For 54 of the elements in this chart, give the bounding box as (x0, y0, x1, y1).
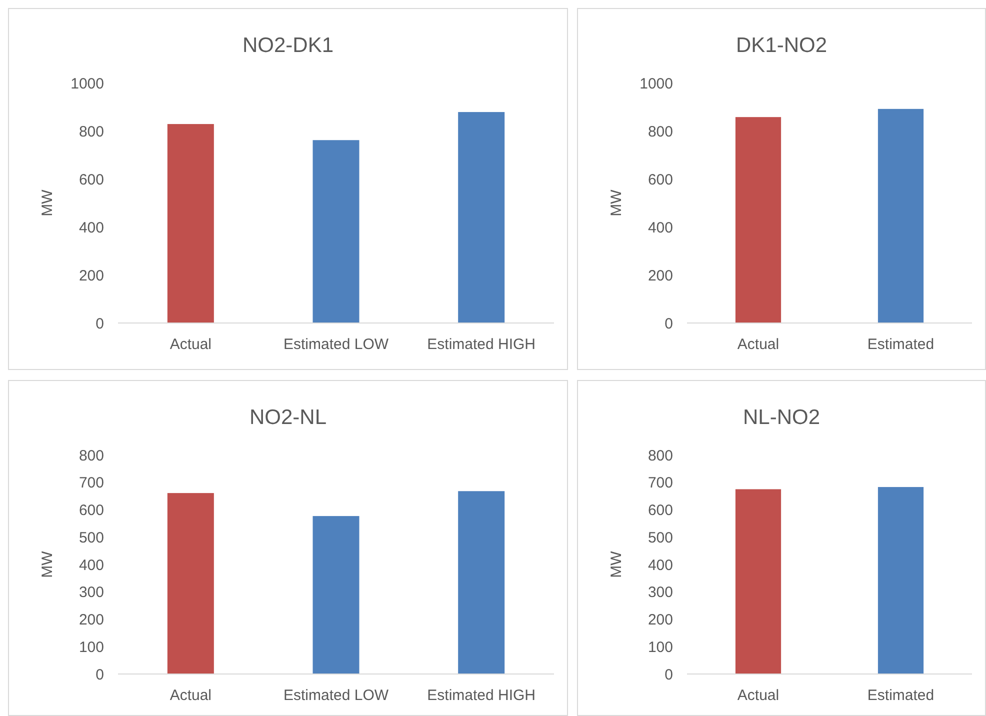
y-tick-label: 1000 (640, 75, 673, 92)
y-tick-label: 700 (78, 474, 104, 492)
x-tick-label: Estimated (867, 687, 934, 704)
y-tick-label: 400 (648, 556, 673, 574)
chart-title: NO2-NL (249, 406, 327, 429)
y-tick-label: 800 (648, 123, 673, 140)
x-tick-label: Estimated LOW (283, 336, 390, 353)
y-tick-label: 700 (648, 474, 673, 492)
y-tick-label: 800 (78, 123, 104, 140)
y-tick-label: 200 (78, 267, 104, 284)
x-tick-label: Actual (170, 336, 212, 353)
y-tick-label: 800 (648, 447, 673, 464)
x-tick-label: Actual (170, 687, 212, 704)
bar (312, 140, 360, 323)
x-tick-label: Estimated LOW (283, 687, 390, 704)
x-tick-label: Actual (737, 687, 780, 704)
y-tick-label: 400 (648, 219, 673, 236)
y-tick-label: 200 (648, 267, 673, 284)
bar (312, 516, 360, 674)
y-tick-label: 300 (648, 584, 673, 602)
y-tick-label: 0 (664, 666, 673, 684)
y-axis-title: MW (608, 188, 625, 216)
y-tick-label: 0 (664, 315, 673, 332)
y-tick-label: 400 (78, 219, 104, 236)
y-axis-title: MW (608, 550, 625, 578)
y-tick-label: 200 (648, 612, 673, 628)
y-tick-label: 0 (96, 315, 104, 332)
y-tick-label: 600 (78, 171, 104, 188)
x-tick-label: Estimated HIGH (427, 687, 536, 704)
y-tick-label: 100 (78, 638, 104, 656)
y-tick-label: 1000 (70, 75, 104, 92)
bar (458, 491, 505, 674)
y-tick-label: 200 (78, 612, 104, 628)
x-tick-label: Estimated HIGH (427, 336, 536, 353)
bar (458, 112, 505, 323)
bar (167, 124, 214, 323)
y-tick-label: 100 (648, 638, 673, 656)
chart-title: DK1-NO2 (736, 34, 828, 57)
chart-title: NO2-DK1 (242, 34, 334, 57)
y-tick-label: 600 (648, 171, 673, 188)
y-axis-title: MW (39, 188, 56, 216)
y-tick-label: 600 (648, 502, 673, 519)
y-tick-label: 300 (78, 584, 104, 602)
x-tick-label: Actual (737, 336, 780, 353)
y-tick-label: 600 (78, 502, 104, 519)
x-tick-label: Estimated (867, 336, 934, 353)
y-tick-label: 500 (648, 529, 673, 546)
y-tick-label: 800 (78, 447, 104, 464)
y-tick-label: 500 (78, 529, 104, 546)
y-axis-title: MW (39, 550, 56, 578)
y-tick-label: 0 (96, 666, 104, 684)
bar (167, 493, 214, 674)
chart-title: NL-NO2 (742, 406, 820, 429)
y-tick-label: 400 (78, 556, 104, 574)
